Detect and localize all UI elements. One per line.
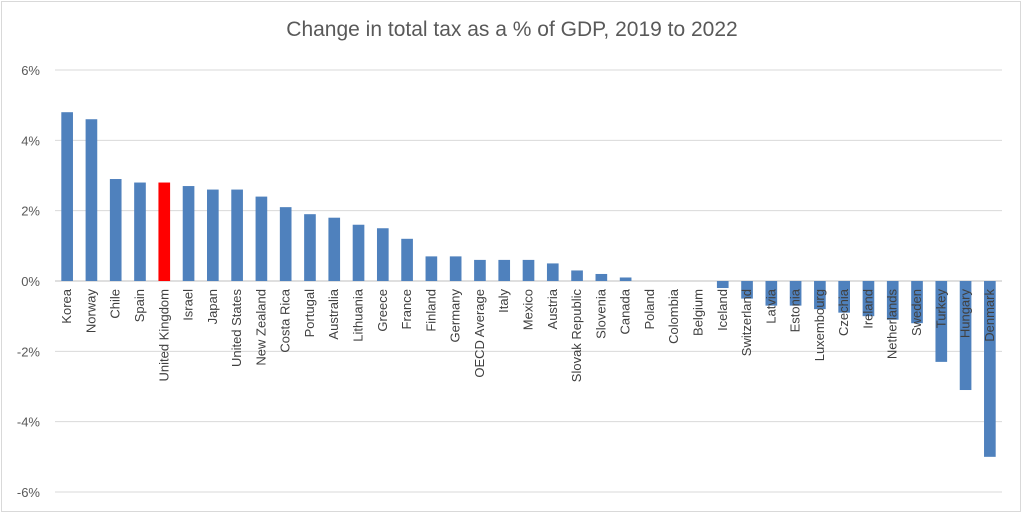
category-label: Colombia — [666, 288, 681, 344]
category-label: Lithuania — [351, 288, 366, 342]
category-label: Turkey — [933, 289, 948, 329]
chart-title: Change in total tax as a % of GDP, 2019 … — [286, 18, 738, 41]
category-label: Latvia — [763, 288, 778, 323]
category-label: Israel — [181, 289, 196, 321]
bar — [619, 277, 632, 281]
y-tick-label: 0% — [21, 274, 40, 289]
bar — [449, 256, 462, 281]
category-label: Czechia — [836, 288, 851, 336]
bar — [85, 119, 98, 281]
bar — [158, 182, 171, 281]
category-label: Slovak Republic — [569, 289, 584, 383]
bar — [134, 182, 146, 281]
bar — [425, 256, 438, 281]
category-label: Mexico — [521, 289, 536, 330]
category-label: Norway — [83, 289, 98, 334]
category-label: Austria — [545, 288, 560, 329]
category-label: United Kingdom — [156, 289, 171, 382]
category-label: OECD Average — [472, 289, 487, 378]
category-labels: Korea Norway Chile Spain United Kingdom Israe… — [59, 288, 997, 382]
y-axis-tick-labels: 6% 4% 2% 0% -2% -4% -6% — [17, 63, 41, 500]
category-label: Sweden — [909, 289, 924, 336]
category-label: Denmark — [982, 289, 997, 342]
category-label: Japan — [205, 289, 220, 324]
bar — [886, 281, 899, 320]
bar — [716, 281, 729, 289]
category-label: Greece — [375, 289, 390, 332]
category-label: United States — [229, 289, 244, 368]
y-tick-label: 2% — [21, 204, 40, 219]
bar — [376, 228, 389, 281]
category-label: Australia — [326, 288, 341, 339]
bar — [765, 281, 778, 306]
category-label: Finland — [423, 289, 438, 332]
category-label: France — [399, 289, 414, 329]
category-label: Switzerland — [739, 289, 754, 356]
category-label: New Zealand — [253, 289, 268, 366]
bar — [304, 214, 316, 281]
y-tick-label: -6% — [17, 485, 41, 500]
bar — [61, 112, 73, 281]
y-tick-label: 6% — [21, 63, 40, 78]
y-tick-label: -2% — [17, 344, 41, 359]
bar — [328, 217, 341, 281]
category-label: Slovenia — [593, 288, 608, 339]
bar — [352, 224, 365, 281]
bar — [522, 259, 535, 281]
bar — [571, 270, 583, 281]
category-label: Estonia — [788, 288, 803, 332]
category-label: Spain — [132, 289, 147, 322]
bar — [546, 263, 559, 281]
bar — [741, 281, 753, 299]
category-label: Germany — [448, 289, 463, 343]
y-tick-label: 4% — [21, 133, 40, 148]
category-label: Portugal — [302, 289, 317, 338]
bar — [862, 281, 875, 317]
category-label: Belgium — [690, 289, 705, 336]
bar — [255, 196, 268, 281]
bar — [789, 281, 802, 306]
bar — [182, 186, 195, 281]
bar — [984, 281, 996, 457]
bar — [279, 207, 292, 281]
bar — [911, 281, 923, 324]
category-label: Netherlands — [885, 289, 900, 360]
bar — [498, 259, 511, 281]
category-label: Luxembourg — [812, 289, 827, 361]
bar — [595, 273, 608, 281]
bar — [231, 189, 243, 281]
bar — [474, 259, 486, 281]
category-label: Hungary — [958, 289, 973, 339]
bar — [207, 189, 219, 281]
category-label: Korea — [59, 288, 74, 323]
bars — [61, 112, 996, 457]
category-label: Ireland — [860, 289, 875, 329]
bar — [814, 281, 826, 310]
bar — [109, 179, 122, 281]
category-label: Poland — [642, 289, 657, 329]
bar — [838, 281, 850, 313]
category-label: Iceland — [715, 289, 730, 331]
bar — [935, 281, 948, 362]
bar — [401, 238, 413, 281]
category-label: Chile — [108, 289, 123, 319]
bar — [959, 281, 972, 391]
y-tick-label: -4% — [17, 415, 41, 430]
category-label: Canada — [618, 288, 633, 334]
category-label: Italy — [496, 289, 511, 313]
category-label: Costa Rica — [278, 288, 293, 352]
